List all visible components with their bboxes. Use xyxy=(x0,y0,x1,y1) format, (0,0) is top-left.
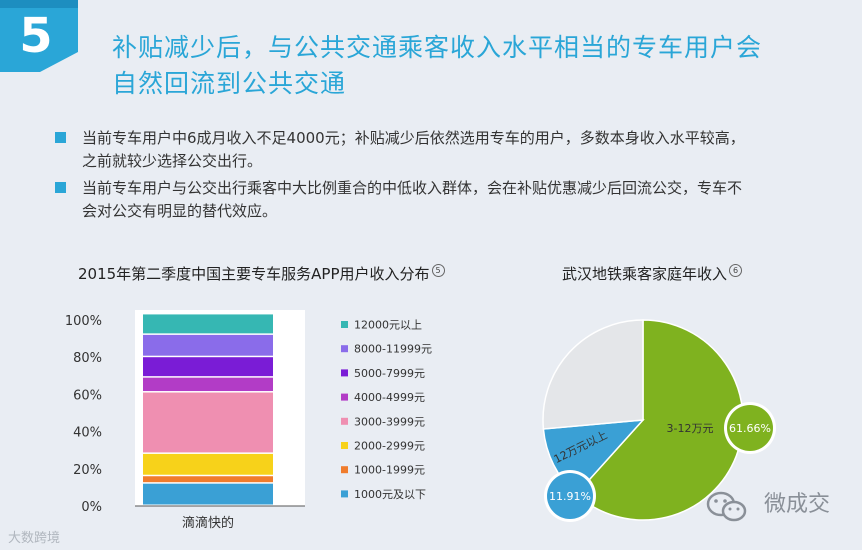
bullet-text: 当前专车用户中6成月收入不足4000元；补贴减少后依然选用专车的用户，多数本身收… xyxy=(82,129,745,147)
bullet-square-icon xyxy=(55,182,66,193)
bar-segment xyxy=(143,357,273,377)
bar-segment xyxy=(143,392,273,453)
legend-label: 12000元以上 xyxy=(354,319,422,332)
pie-slice xyxy=(542,319,644,430)
bullet-square-icon xyxy=(55,132,66,143)
bullet-list: 当前专车用户中6成月收入不足4000元；补贴减少后依然选用专车的用户，多数本身收… xyxy=(55,127,835,227)
source-label: 大数跨境 xyxy=(8,531,61,546)
bar-segment xyxy=(143,334,273,356)
legend-swatch xyxy=(341,369,348,377)
footnote-marker: 5 xyxy=(431,264,445,277)
bar-chart: 0% 20% 40% 60% 80% 100% 滴滴快的 12000元以上 8000-11999… xyxy=(65,310,432,531)
section-number-badge: 5 xyxy=(0,0,78,72)
legend-label: 1000-1999元 xyxy=(354,464,425,477)
bar-segment xyxy=(143,377,273,392)
legend-swatch xyxy=(341,442,348,449)
legend-swatch xyxy=(341,490,348,498)
bullet-text: 当前专车用户与公交出行乘客中大比例重合的中低收入群体，会在补贴优惠减少后回流公交… xyxy=(82,179,743,197)
x-category-label: 滴滴快的 xyxy=(182,515,234,531)
legend-label: 2000-2999元 xyxy=(354,440,425,453)
wechat-icon xyxy=(706,491,747,522)
bullet-text: 会对公交有明显的替代效应。 xyxy=(82,202,278,220)
headline-line-1: 补贴减少后，与公共交通乘客收入水平相当的专车用户会 xyxy=(112,33,763,62)
legend-swatch xyxy=(341,417,348,425)
pie-chart-title: 武汉地铁乘客家庭年收入 6 xyxy=(562,263,743,284)
bar-chart-title-text: 2015年第二季度中国主要专车服务APP用户收入分布 xyxy=(78,265,430,283)
y-tick-label: 20% xyxy=(73,463,102,478)
y-tick-label: 60% xyxy=(73,388,102,403)
bar-segment xyxy=(143,314,273,334)
legend-swatch xyxy=(341,466,348,474)
pie-chart-title-text: 武汉地铁乘客家庭年收入 xyxy=(562,265,728,283)
bar-segment xyxy=(143,453,273,475)
value-bubble xyxy=(547,473,593,519)
headline-line-2: 自然回流到公共交通 xyxy=(112,69,347,98)
legend-label: 5000-7999元 xyxy=(354,367,425,380)
pie-slice xyxy=(575,319,744,521)
headline: 补贴减少后，与公共交通乘客收入水平相当的专车用户会 自然回流到公共交通 xyxy=(112,30,812,102)
badge-number: 5 xyxy=(19,8,52,64)
bullet-item: 当前专车用户与公交出行乘客中大比例重合的中低收入群体，会在补贴优惠减少后回流公交… xyxy=(55,177,835,223)
legend-swatch xyxy=(341,321,348,328)
bar-segment xyxy=(143,476,273,483)
legend-label: 1000元及以下 xyxy=(354,488,426,501)
watermark-text: 微成交 xyxy=(763,492,830,517)
value-bubble xyxy=(727,405,773,451)
legend-swatch xyxy=(341,345,348,353)
bullet-item: 当前专车用户中6成月收入不足4000元；补贴减少后依然选用专车的用户，多数本身收… xyxy=(55,127,835,173)
legend-label: 8000-11999元 xyxy=(354,343,432,356)
y-tick-label: 40% xyxy=(73,426,102,441)
pie-slice-name: 3-12万元 xyxy=(667,422,714,435)
legend-swatch xyxy=(341,393,348,401)
footnote-marker: 6 xyxy=(729,264,743,277)
bullet-text: 之前就较少选择公交出行。 xyxy=(82,152,263,170)
bar-chart-title: 2015年第二季度中国主要专车服务APP用户收入分布 5 xyxy=(78,263,445,284)
pie-value-label: 11.91% xyxy=(549,490,591,503)
legend-label: 3000-3999元 xyxy=(354,415,425,428)
pie-value-label: 61.66% xyxy=(729,422,771,435)
y-tick-label: 80% xyxy=(73,351,102,366)
y-tick-label: 100% xyxy=(65,314,102,329)
bar-segment xyxy=(143,483,273,505)
legend-label: 4000-4999元 xyxy=(354,391,425,404)
y-tick-label: 0% xyxy=(81,500,102,515)
